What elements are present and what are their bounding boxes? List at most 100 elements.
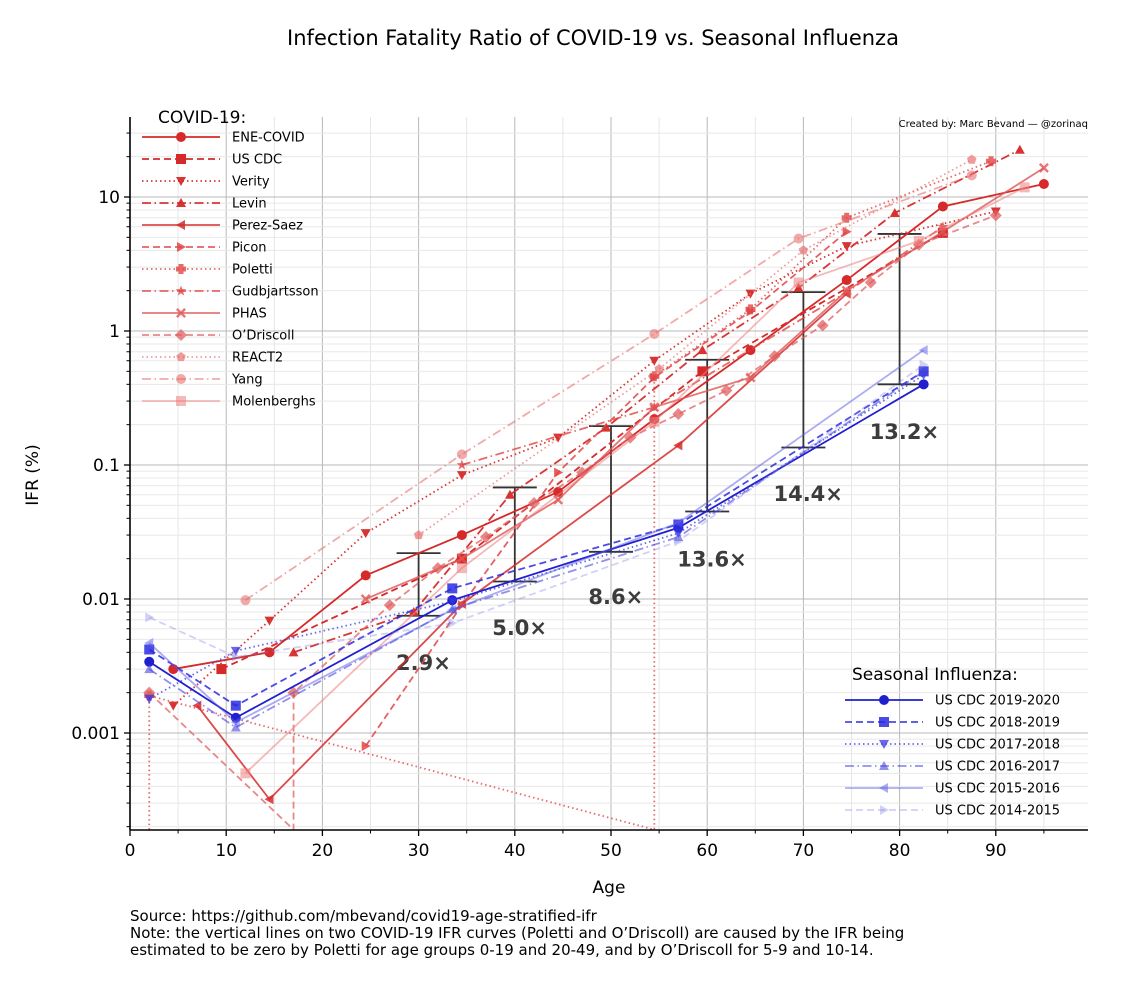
- legend-item: Poletti: [142, 263, 273, 278]
- ratio-label: 13.2×: [870, 420, 939, 444]
- y-tick-label: 0.001: [71, 724, 120, 744]
- marker-triangle-left: [673, 517, 683, 528]
- marker-diamond: [431, 562, 444, 575]
- marker-diamond: [864, 276, 877, 289]
- legend-label: Perez-Saez: [232, 219, 303, 234]
- marker-triangle-right: [145, 612, 155, 623]
- note-line-2: estimated to be zero by Poletti for age …: [130, 941, 874, 959]
- marker-circle: [176, 374, 186, 384]
- marker-triangle-down: [841, 242, 852, 252]
- marker-pentagon: [413, 530, 424, 540]
- x-axis-label: Age: [593, 878, 626, 898]
- marker-star: [175, 285, 187, 296]
- marker-x-filled: [176, 308, 186, 318]
- series-line: [418, 158, 973, 536]
- x-tick-label: 60: [696, 841, 718, 861]
- y-tick-label: 10: [98, 188, 120, 208]
- marker-star: [937, 221, 949, 232]
- marker-square: [456, 563, 467, 574]
- series-line: [221, 232, 944, 670]
- x-tick-label: 20: [312, 841, 334, 861]
- legend-item: US CDC 2015-2016: [845, 782, 1060, 797]
- marker-plus-filled: [985, 156, 996, 167]
- marker-pentagon: [654, 364, 664, 374]
- marker-triangle-left: [879, 783, 888, 793]
- legend-item: US CDC 2017-2018: [845, 738, 1060, 753]
- legend-item: O’Driscoll: [142, 329, 294, 344]
- marker-diamond: [479, 531, 492, 544]
- marker-circle: [841, 275, 852, 286]
- marker-triangle-right: [919, 359, 929, 370]
- note-line-1: Note: the vertical lines on two COVID-19…: [130, 924, 905, 942]
- marker-triangle-down: [447, 597, 458, 607]
- legend-item: Gudbjartsson: [142, 285, 319, 300]
- marker-x-filled: [649, 402, 660, 413]
- legend-item: US CDC 2019-2020: [845, 694, 1060, 709]
- marker-circle: [456, 449, 467, 460]
- y-tick-label: 0.1: [93, 456, 120, 476]
- marker-triangle-right: [674, 536, 684, 547]
- legend-label: Poletti: [232, 263, 273, 278]
- marker-triangle-up: [504, 489, 515, 499]
- marker-circle: [879, 695, 889, 705]
- x-tick-label: 0: [125, 841, 136, 861]
- marker-triangle-down: [360, 529, 371, 539]
- marker-circle: [793, 233, 804, 244]
- series-molenberghs: [240, 182, 1030, 779]
- ratio-bar: 5.0×: [492, 486, 547, 640]
- marker-diamond: [528, 497, 541, 510]
- marker-pentagon: [966, 154, 977, 164]
- marker-triangle-left: [447, 604, 457, 615]
- legend-item: US CDC 2014-2015: [845, 804, 1060, 819]
- credit-text: Created by: Marc Bevand — @zorinaq: [899, 119, 1088, 130]
- series-perez-saez: [192, 288, 851, 805]
- marker-triangle-down: [553, 433, 564, 443]
- ratio-label: 13.6×: [677, 548, 746, 572]
- marker-circle: [456, 530, 467, 541]
- marker-diamond: [768, 350, 781, 363]
- legend-label: US CDC: [232, 153, 282, 168]
- y-tick-label: 1: [109, 322, 120, 342]
- marker-triangle-right: [880, 805, 889, 815]
- marker-circle: [264, 647, 275, 658]
- x-tick-label: 50: [600, 841, 622, 861]
- marker-circle: [966, 170, 977, 181]
- marker-plus-filled: [745, 304, 756, 315]
- marker-circle: [937, 201, 948, 212]
- legend-label: PHAS: [232, 307, 267, 322]
- marker-diamond: [383, 599, 396, 612]
- marker-star: [456, 459, 468, 470]
- series-line: [148, 364, 925, 658]
- ratio-label: 8.6×: [588, 585, 643, 609]
- marker-square: [144, 644, 155, 655]
- marker-triangle-down: [230, 646, 241, 656]
- marker-circle: [918, 379, 929, 390]
- marker-triangle-left: [176, 220, 185, 230]
- marker-triangle-up: [889, 207, 900, 217]
- legend-covid-title: COVID-19:: [158, 108, 246, 128]
- series-line: [461, 225, 944, 466]
- marker-triangle-up: [230, 722, 241, 732]
- x-tick-label: 90: [985, 841, 1007, 861]
- marker-triangle-left: [230, 717, 240, 728]
- x-tick-label: 30: [408, 841, 430, 861]
- legend-label: O’Driscoll: [232, 329, 294, 344]
- marker-triangle-left: [144, 637, 154, 648]
- marker-triangle-down: [879, 740, 889, 749]
- marker-triangle-right: [177, 242, 186, 252]
- y-axis-label: IFR (%): [23, 444, 43, 505]
- legend-item: PHAS: [142, 307, 267, 322]
- legend-label: US CDC 2018-2019: [935, 716, 1060, 731]
- marker-triangle-right: [842, 226, 852, 237]
- ratio-bar: 8.6×: [588, 425, 643, 609]
- marker-circle: [144, 656, 155, 667]
- marker-triangle-up: [408, 606, 419, 616]
- marker-pentagon: [176, 352, 186, 362]
- marker-square: [447, 583, 458, 594]
- series-us-cdc-2014-2015: [145, 359, 929, 662]
- footer: Source: https://github.com/mbevand/covid…: [130, 908, 904, 959]
- series-us-cdc-2015-2016: [144, 345, 928, 728]
- series-levin: [288, 144, 1025, 657]
- series-line: [293, 149, 1021, 654]
- legend-label: Molenberghs: [232, 395, 316, 410]
